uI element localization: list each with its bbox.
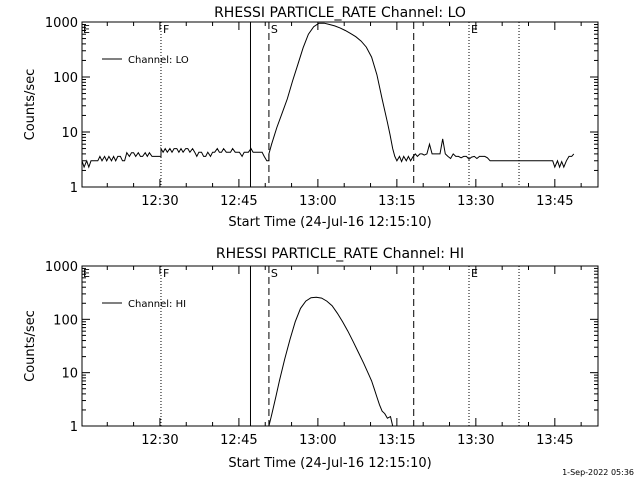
x-tick-label: 13:30 bbox=[457, 433, 494, 448]
x-tick-label: 12:45 bbox=[220, 194, 257, 209]
x-tick-label: 13:00 bbox=[299, 194, 336, 209]
marker-label-e: E bbox=[471, 23, 478, 36]
x-axis-label: Start Time (24-Jul-16 12:15:10) bbox=[228, 456, 431, 471]
footer-timestamp: 1-Sep-2022 05:36 bbox=[562, 468, 634, 477]
chart-title: RHESSI PARTICLE_RATE Channel: LO bbox=[214, 5, 466, 21]
y-tick-label: 10 bbox=[61, 367, 78, 382]
marker-label-e: E bbox=[471, 267, 478, 280]
series-line-channel-lo bbox=[82, 22, 575, 169]
chart-title: RHESSI PARTICLE_RATE Channel: HI bbox=[216, 246, 464, 262]
y-tick-label: 1 bbox=[70, 181, 78, 196]
x-tick-label: 13:00 bbox=[299, 433, 336, 448]
x-tick-label: 12:30 bbox=[141, 433, 178, 448]
y-tick-label: 1000 bbox=[45, 16, 78, 31]
series-line-channel-hi bbox=[268, 296, 394, 426]
plot-frame bbox=[81, 21, 599, 188]
x-tick-label: 13:15 bbox=[378, 194, 415, 209]
chart-panel-2: RHESSI PARTICLE_RATE Channel: HI 1 10 100 10… bbox=[23, 246, 599, 471]
legend-label: Channel: HI bbox=[128, 299, 186, 310]
marker-label-left-e: E bbox=[83, 267, 90, 280]
y-axis-label: Counts/sec bbox=[23, 310, 38, 382]
marker-label-f: F bbox=[163, 23, 169, 36]
x-tick-label: 12:30 bbox=[141, 194, 178, 209]
y-tick-label: 10 bbox=[61, 126, 78, 141]
x-tick-label: 13:15 bbox=[378, 433, 415, 448]
y-tick-label: 1 bbox=[70, 420, 78, 435]
chart-panel-1: RHESSI PARTICLE_RATE Channel: LO 1 10 100 10… bbox=[23, 5, 599, 230]
legend-label: Channel: LO bbox=[128, 55, 189, 66]
plot-frame bbox=[81, 265, 599, 427]
x-tick-label: 13:45 bbox=[536, 194, 573, 209]
y-tick-label: 100 bbox=[53, 71, 78, 86]
marker-label-f: F bbox=[163, 267, 169, 280]
x-tick-label: 13:30 bbox=[457, 194, 494, 209]
y-axis-label: Counts/sec bbox=[23, 69, 38, 141]
y-tick-label: 100 bbox=[53, 313, 78, 328]
marker-label-s: S bbox=[271, 23, 278, 36]
x-axis-label: Start Time (24-Jul-16 12:15:10) bbox=[228, 215, 431, 230]
x-tick-label: 13:45 bbox=[536, 433, 573, 448]
marker-label-s: S bbox=[271, 267, 278, 280]
x-tick-label: 12:45 bbox=[220, 433, 257, 448]
marker-label-left-e: E bbox=[83, 23, 90, 36]
y-tick-label: 1000 bbox=[45, 260, 78, 275]
